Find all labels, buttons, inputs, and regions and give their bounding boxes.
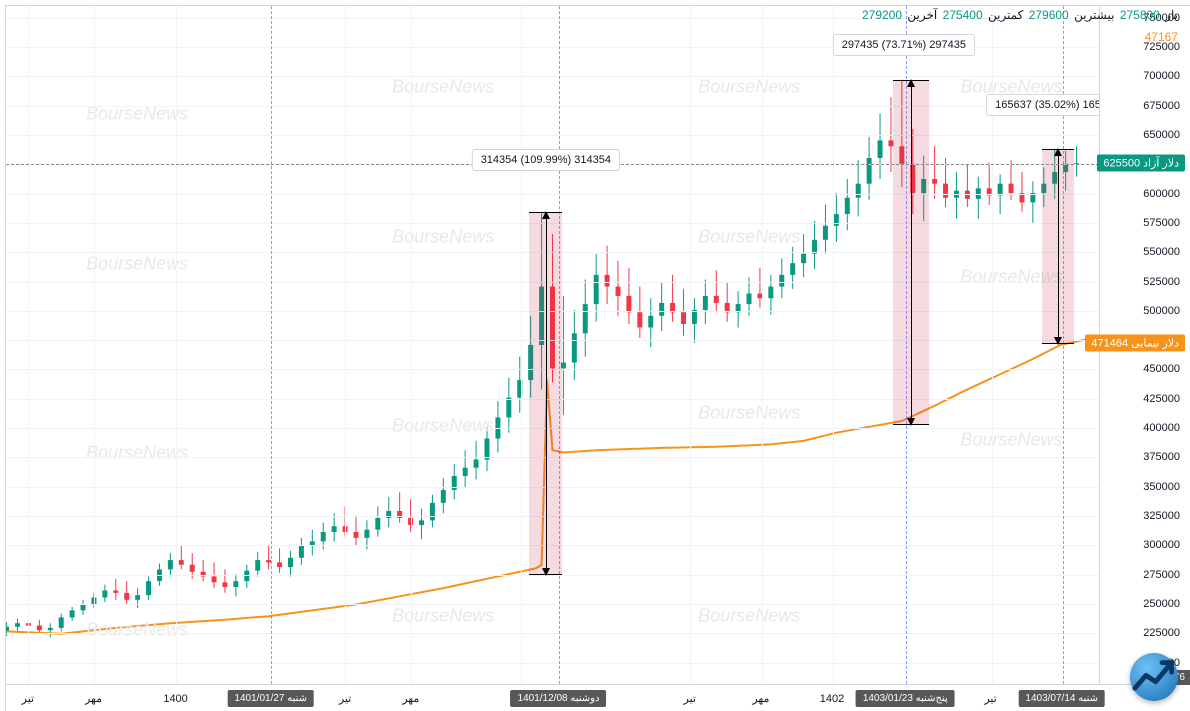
y-tick-label: 250000 (1143, 598, 1180, 610)
y-tick-label: 400000 (1143, 422, 1180, 434)
grid-line-v (762, 6, 763, 684)
x-date-label: پنج‌شنبه 1403/01/23 (856, 690, 955, 707)
x-tick-label: مهر (85, 692, 102, 705)
y-tick-label: 550000 (1143, 246, 1180, 258)
y-tick-label: 650000 (1143, 129, 1180, 141)
grid-line-v (28, 6, 29, 684)
y-tick-label: 300000 (1143, 539, 1180, 551)
logo-icon (1130, 653, 1178, 701)
last-value: 279200 (862, 8, 902, 22)
open-label: باز (1165, 8, 1178, 22)
high-label: بیشترین (1074, 8, 1114, 22)
grid-line-h (6, 663, 1099, 664)
grid-line-h (6, 106, 1099, 107)
grid-line-h (6, 575, 1099, 576)
grid-line-v (521, 6, 522, 684)
grid-line-h (6, 194, 1099, 195)
grid-line-h (6, 604, 1099, 605)
y-tick-label: 600000 (1143, 188, 1180, 200)
plot-area[interactable]: BourseNewsBourseNewsBourseNewsBourseNews… (5, 5, 1100, 685)
y-tick-label: 275000 (1143, 569, 1180, 581)
low-label: کمترین (988, 8, 1023, 22)
grid-line-v (94, 6, 95, 684)
x-date-label: شنبه 1401/01/27 (227, 690, 314, 707)
arrow-head-down-icon (1054, 337, 1062, 345)
arrow-head-down-icon (542, 568, 550, 576)
high-value: 279600 (1029, 8, 1069, 22)
x-date-label: دوشنبه 1401/12/08 (511, 690, 607, 707)
x-tick-label: تیر (22, 692, 34, 705)
measure-annotation[interactable]: 297435 (73.71%) 297435 (833, 34, 975, 56)
grid-line-v (833, 6, 834, 684)
grid-line-h (6, 633, 1099, 634)
y-tick-label: 575000 (1143, 217, 1180, 229)
x-tick-label: 1400 (163, 693, 187, 705)
grid-line-v (690, 6, 691, 684)
y-tick-label: 450000 (1143, 363, 1180, 375)
measure-arrow (546, 212, 547, 574)
measure-arrow (1058, 149, 1059, 344)
grid-line-h (6, 135, 1099, 136)
x-tick-label: تیر (684, 692, 696, 705)
x-tick-label: مهر (752, 692, 769, 705)
y-tick-label: 375000 (1143, 451, 1180, 463)
x-tick-label: 1402 (820, 693, 844, 705)
x-axis: تیرمهر1400تیرمهر140تیرمهر1402تیرشنبه 140… (5, 685, 1100, 711)
x-date-label: شنبه 1403/07/14 (1018, 690, 1105, 707)
crosshair-vline (271, 6, 272, 684)
x-tick-label: مهر (402, 692, 419, 705)
y-tick-label: 325000 (1143, 510, 1180, 522)
x-tick-label: تیر (339, 692, 351, 705)
last-label: آخرین (907, 8, 937, 22)
measure-annotation[interactable]: 165637 (35.02%) 165637 (986, 94, 1100, 116)
y-tick-label: 675000 (1143, 100, 1180, 112)
y-tick-label: 525000 (1143, 276, 1180, 288)
price-tag[interactable]: دلار آزاد 625500 (1097, 154, 1185, 171)
arrow-head-up-icon (1054, 148, 1062, 156)
grid-line-v (345, 6, 346, 684)
arrow-head-up-icon (907, 79, 915, 87)
logo-badge[interactable] (1130, 653, 1178, 701)
measure-annotation[interactable]: 314354 (109.99%) 314354 (472, 149, 620, 171)
arrow-head-down-icon (907, 418, 915, 426)
low-value: 275400 (943, 8, 983, 22)
measure-arrow (911, 80, 912, 425)
y-tick-label: 500000 (1143, 305, 1180, 317)
grid-line-h (6, 76, 1099, 77)
chart-container: BourseNewsBourseNewsBourseNewsBourseNews… (0, 0, 1190, 711)
arrow-head-up-icon (542, 211, 550, 219)
ohlc-header: باز 275800 بیشترین 279600 کمترین 275400 … (860, 8, 1178, 22)
x-tick-label: تیر (984, 692, 996, 705)
open-value: 275800 (1120, 8, 1160, 22)
y-tick-label: 425000 (1143, 393, 1180, 405)
grid-line-v (176, 6, 177, 684)
secondary-indicator-value: 47167 (1145, 30, 1178, 44)
y-tick-label: 700000 (1143, 70, 1180, 82)
y-tick-label: 350000 (1143, 481, 1180, 493)
price-tag[interactable]: دلار نیمایی 471464 (1085, 335, 1185, 352)
y-tick-label: 225000 (1143, 627, 1180, 639)
grid-line-v (411, 6, 412, 684)
